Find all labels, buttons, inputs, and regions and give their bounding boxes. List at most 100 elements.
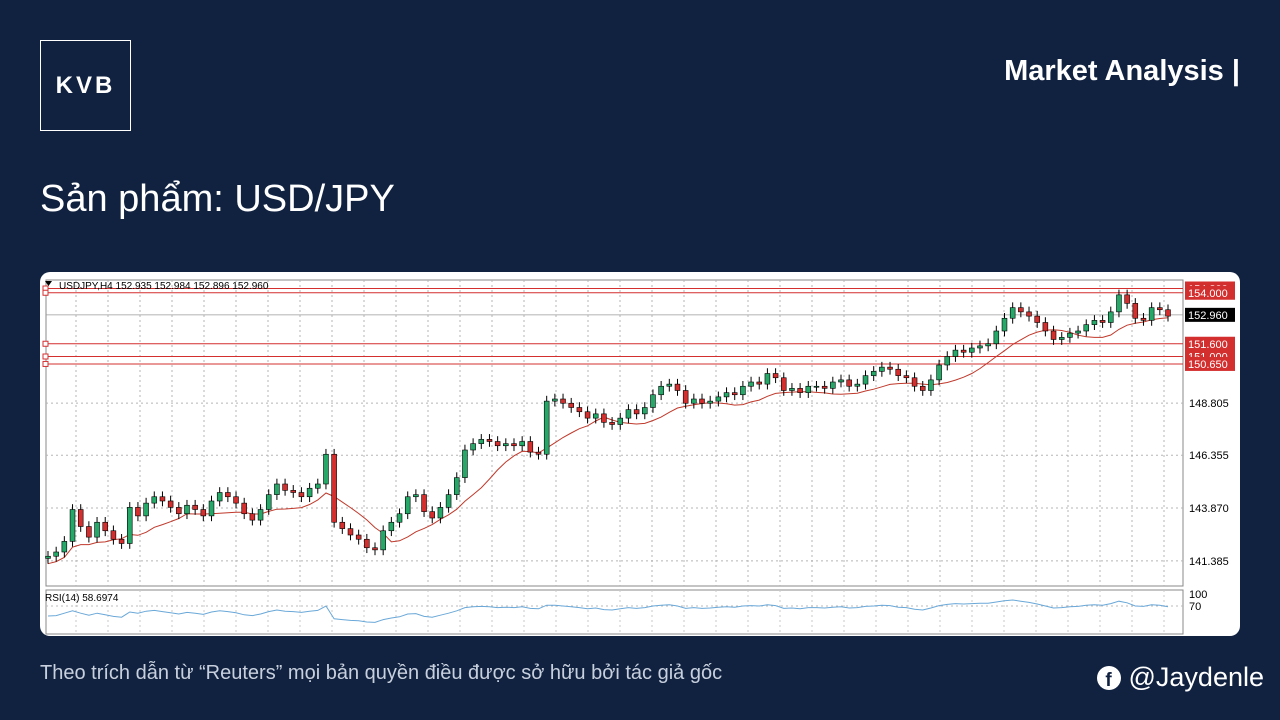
- chart-grid: [45, 279, 1184, 635]
- candle-up: [462, 449, 468, 478]
- candle-up: [1091, 320, 1098, 325]
- candle-up: [838, 379, 844, 383]
- candle-up: [519, 441, 525, 447]
- candle-down: [486, 439, 493, 442]
- price-tick-label: 143.870: [1189, 503, 1229, 515]
- candle-up: [748, 381, 754, 387]
- candle-up: [53, 551, 59, 557]
- candle-down: [609, 422, 615, 425]
- candle-up: [380, 530, 386, 551]
- candle-down: [756, 381, 762, 385]
- candle-up: [396, 513, 403, 523]
- current-price-label: 152.960: [1188, 310, 1228, 322]
- candle-down: [421, 494, 427, 512]
- rsi-line: [47, 599, 1169, 623]
- candle-up: [94, 521, 100, 538]
- candles: [45, 289, 1171, 564]
- candle-up: [985, 343, 991, 347]
- candle-up: [944, 356, 951, 366]
- candle-up: [650, 394, 656, 408]
- candle-down: [1157, 307, 1163, 311]
- price-axis: 148.805 146.355 143.870 141.385: [1189, 398, 1229, 568]
- candle-down: [1124, 294, 1130, 304]
- candle-up: [707, 400, 713, 404]
- candle-down: [1099, 320, 1106, 323]
- candle-up: [658, 385, 664, 396]
- candle-up: [404, 496, 411, 515]
- candle-up: [862, 375, 869, 385]
- candle-up: [315, 483, 321, 489]
- candle-down: [911, 377, 918, 387]
- usdjpy-chart: 154.200154.000151.600151.000150.650152.9…: [42, 279, 1235, 635]
- candle-down: [919, 385, 926, 391]
- candle-down: [282, 483, 288, 491]
- candle-down: [633, 409, 640, 415]
- candle-up: [151, 496, 158, 504]
- candle-up: [45, 555, 51, 559]
- candle-down: [225, 492, 231, 498]
- candle-down: [511, 443, 517, 447]
- candle-down: [355, 534, 362, 540]
- candle-up: [265, 494, 272, 510]
- candle-down: [290, 490, 297, 493]
- candle-up: [503, 443, 509, 447]
- candle-up: [1067, 332, 1073, 338]
- candle-down: [200, 509, 207, 517]
- product-title: Sản phẩm: USD/JPY: [40, 178, 395, 220]
- candle-up: [1001, 317, 1008, 332]
- candle-up: [257, 509, 264, 521]
- candle-up: [936, 364, 942, 381]
- header-triangle-icon: [45, 281, 52, 286]
- candle-up: [764, 373, 771, 385]
- candle-down: [1018, 307, 1024, 313]
- candle-down: [887, 366, 893, 370]
- candle-down: [1026, 311, 1032, 317]
- chart-card: 154.200154.000151.600151.000150.650152.9…: [40, 272, 1240, 636]
- rsi-frame: [45, 589, 1184, 635]
- candle-down: [797, 388, 803, 393]
- candle-down: [1165, 309, 1171, 317]
- candle-up: [854, 383, 861, 387]
- candle-down: [1140, 317, 1147, 321]
- candle-up: [437, 507, 444, 519]
- candle-up: [666, 383, 673, 387]
- candle-up: [723, 392, 730, 398]
- candle-down: [233, 496, 239, 504]
- candle-down: [601, 413, 607, 423]
- rsi-tick-label: 70: [1189, 601, 1201, 613]
- candle-up: [1058, 337, 1065, 340]
- candle-down: [167, 500, 174, 508]
- candle-down: [118, 538, 125, 544]
- candle-up: [969, 347, 975, 353]
- candle-down: [241, 502, 247, 515]
- candle-down: [960, 349, 967, 353]
- candle-up: [478, 439, 485, 444]
- candle-up: [1116, 294, 1122, 313]
- candle-up: [61, 541, 68, 553]
- candle-down: [372, 547, 378, 551]
- candle-up: [552, 398, 558, 402]
- candle-down: [674, 383, 681, 391]
- candle-down: [821, 385, 828, 389]
- candle-up: [1108, 311, 1114, 323]
- level-tag: [1185, 336, 1235, 351]
- candle-down: [846, 379, 852, 387]
- candle-down: [535, 451, 542, 455]
- moving-average: [47, 317, 1169, 565]
- candle-up: [413, 494, 419, 498]
- candle-down: [903, 375, 910, 379]
- candle-down: [86, 526, 92, 538]
- candle-up: [1075, 330, 1081, 334]
- candle-down: [159, 496, 166, 502]
- candle-down: [249, 513, 256, 521]
- candle-up: [445, 494, 452, 508]
- candle-down: [560, 398, 566, 404]
- candle-up: [625, 409, 632, 419]
- footer-social[interactable]: f @Jaydenle: [1096, 662, 1264, 693]
- candle-down: [576, 407, 583, 413]
- candle-up: [789, 388, 795, 391]
- level-tag: [1185, 356, 1235, 371]
- candle-up: [715, 396, 722, 402]
- candle-down: [568, 402, 574, 408]
- candle-up: [470, 443, 476, 451]
